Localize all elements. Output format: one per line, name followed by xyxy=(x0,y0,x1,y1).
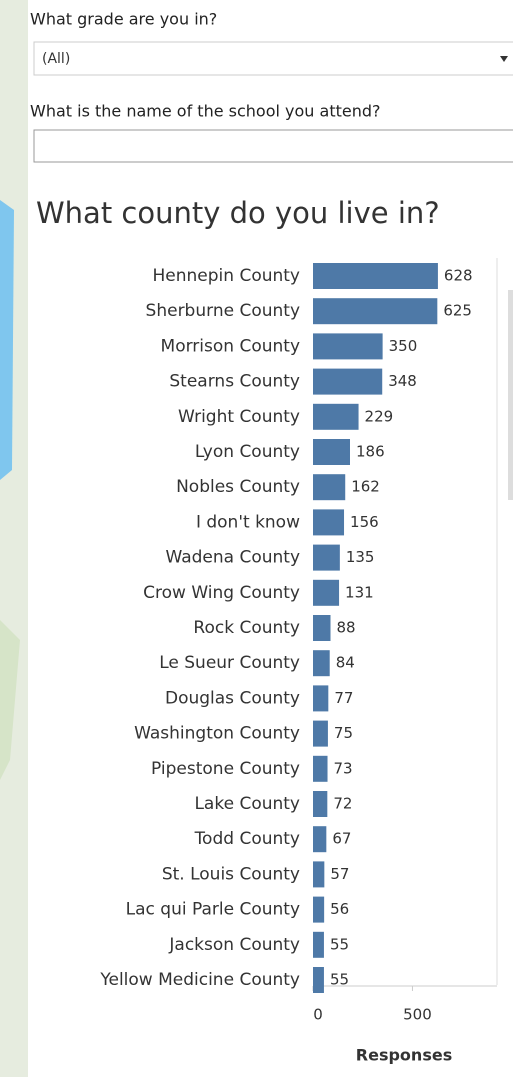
bar xyxy=(313,791,328,817)
bar xyxy=(313,861,325,888)
y-tick-label: Crow Wing County xyxy=(143,583,300,603)
bar xyxy=(313,615,331,641)
data-label: 186 xyxy=(356,443,385,461)
bar xyxy=(313,755,328,782)
scrollbar[interactable] xyxy=(508,290,513,500)
data-label: 77 xyxy=(334,689,353,707)
y-tick-label: Washington County xyxy=(134,724,300,744)
y-tick-label: I don't know xyxy=(196,512,300,532)
data-label: 84 xyxy=(336,654,355,672)
map-lake xyxy=(0,200,14,480)
bar xyxy=(313,439,350,465)
data-label: 56 xyxy=(330,900,349,918)
bar xyxy=(313,650,330,677)
x-tick-label: 500 xyxy=(403,1006,432,1024)
dropdown[interactable] xyxy=(33,41,513,76)
y-tick-label: Douglas County xyxy=(165,688,300,708)
map-strip xyxy=(0,0,28,1077)
data-label: 350 xyxy=(389,337,418,355)
data-label: 73 xyxy=(334,759,353,777)
y-tick-label: Lac qui Parle County xyxy=(126,900,300,920)
filter-label: What is the name of the school you atten… xyxy=(30,102,381,121)
y-tick-label: Rock County xyxy=(193,618,300,638)
data-label: 348 xyxy=(388,372,417,390)
y-tick-label: Nobles County xyxy=(176,477,300,497)
data-label: 55 xyxy=(330,971,349,989)
dropdown-arrow xyxy=(500,56,508,62)
x-tick-label: 0 xyxy=(313,1006,323,1024)
data-label: 72 xyxy=(333,795,352,813)
filter-label: What grade are you in? xyxy=(30,10,217,29)
data-label: 131 xyxy=(345,583,374,601)
y-tick-label: Pipestone County xyxy=(151,759,300,779)
y-tick-label: Lyon County xyxy=(195,442,300,462)
y-tick-label: Todd County xyxy=(194,829,300,849)
bar xyxy=(313,967,324,993)
y-tick-label: Lake County xyxy=(194,794,300,814)
y-tick-label: Morrison County xyxy=(161,336,300,356)
data-label: 55 xyxy=(330,935,349,953)
x-axis-title: Responses xyxy=(356,1046,452,1065)
bar xyxy=(313,263,438,289)
bar xyxy=(313,333,383,360)
bar xyxy=(313,509,345,536)
y-tick-label: Hennepin County xyxy=(153,266,301,286)
bar xyxy=(313,685,329,712)
bar xyxy=(313,826,327,853)
y-tick-label: Stearns County xyxy=(169,372,300,392)
text-input[interactable] xyxy=(33,129,513,163)
data-label: 88 xyxy=(337,619,356,637)
map-land xyxy=(0,620,20,780)
data-label: 162 xyxy=(351,478,380,496)
data-label: 229 xyxy=(365,407,394,425)
bar xyxy=(313,368,383,395)
data-label: 57 xyxy=(330,865,349,883)
y-tick-label: Wright County xyxy=(178,407,300,427)
bar xyxy=(313,474,346,501)
bar xyxy=(313,403,359,430)
y-tick-label: Sherburne County xyxy=(146,301,300,321)
bar xyxy=(313,931,324,958)
y-tick-label: Jackson County xyxy=(168,935,300,955)
y-tick-label: Wadena County xyxy=(165,548,300,568)
chart-title: What county do you live in? xyxy=(36,196,440,230)
data-label: 156 xyxy=(350,513,379,531)
data-label: 625 xyxy=(443,302,472,320)
bar xyxy=(313,298,438,325)
bar xyxy=(313,579,340,606)
y-tick-label: St. Louis County xyxy=(162,864,300,884)
data-label: 67 xyxy=(332,830,351,848)
data-label: 135 xyxy=(346,548,375,566)
bar xyxy=(313,720,328,747)
bar xyxy=(313,544,340,571)
bar xyxy=(313,896,325,923)
data-label: 75 xyxy=(334,724,353,742)
dropdown-value: (All) xyxy=(42,51,70,67)
y-tick-label: Le Sueur County xyxy=(159,653,300,673)
data-label: 628 xyxy=(444,267,473,285)
y-tick-label: Yellow Medicine County xyxy=(99,970,300,990)
